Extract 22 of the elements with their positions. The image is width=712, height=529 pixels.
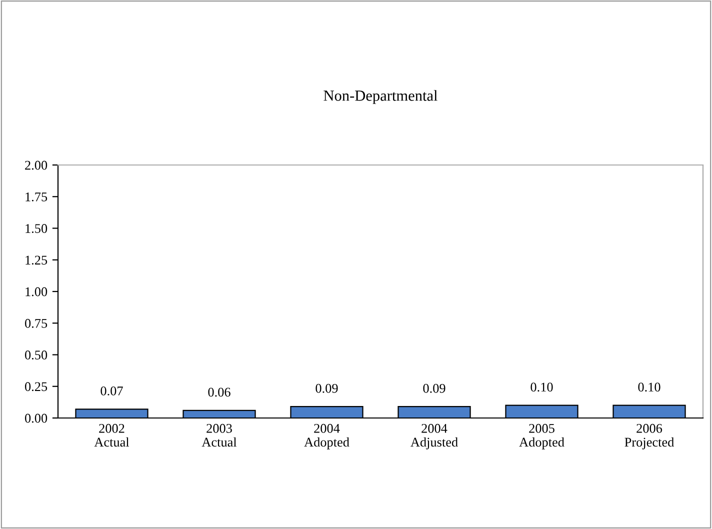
y-tick-label: 0.50 <box>24 350 48 360</box>
y-tick-label: 0.25 <box>24 382 48 392</box>
x-tick-label: 2006 Projected <box>624 424 674 450</box>
data-label: 0.09 <box>423 384 446 393</box>
y-tick-label: 1.00 <box>26 287 48 296</box>
y-tick-label: 1.25 <box>26 256 48 265</box>
x-tick-label: 2002 Actual <box>94 424 130 447</box>
data-label: 0.06 <box>208 388 230 397</box>
x-tick-label: 2004 Adopted <box>304 424 350 450</box>
y-tick-label: 2.00 <box>25 160 48 170</box>
chart-title: Non-Departmental <box>324 90 438 104</box>
data-label: 0.09 <box>316 384 338 393</box>
y-tick-label: 1.75 <box>26 192 48 202</box>
data-label: 0.07 <box>100 386 123 396</box>
y-tick-label: 0.00 <box>24 414 48 423</box>
y-tick-label: 0.75 <box>24 318 48 328</box>
x-tick-label: 2004 Adjusted <box>410 424 458 450</box>
y-tick-label: 1.50 <box>26 224 48 234</box>
data-label: 0.10 <box>638 382 660 392</box>
data-label: 0.10 <box>530 382 553 392</box>
x-tick-label: 2003 Actual <box>202 424 237 447</box>
x-tick-label: 2005 Adopted <box>519 424 564 450</box>
